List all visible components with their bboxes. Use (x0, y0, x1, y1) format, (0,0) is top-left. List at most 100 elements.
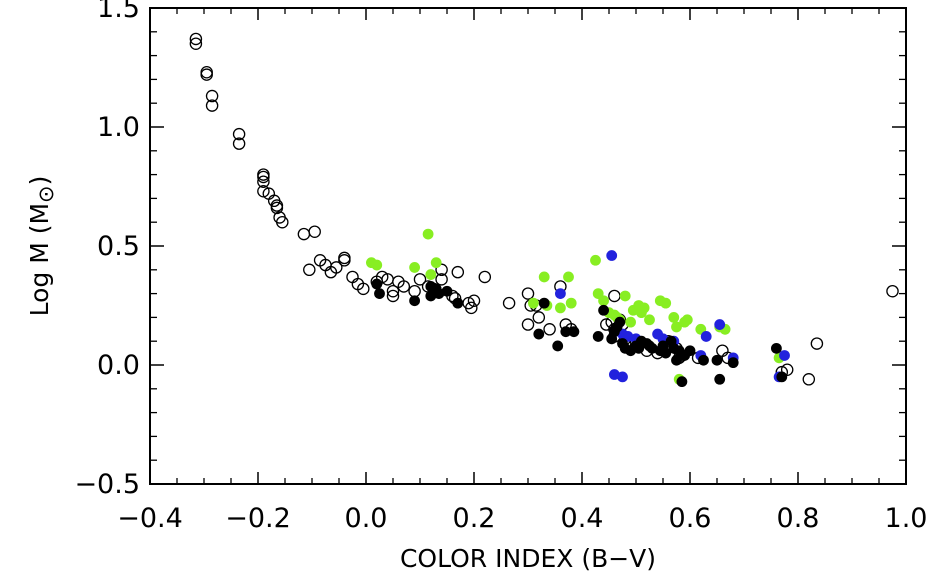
open-circle-point (357, 282, 370, 296)
filled-circle-point (371, 259, 383, 271)
open-circle-point (346, 270, 359, 284)
open-circle-point (303, 263, 316, 277)
filled-circle-point (644, 314, 655, 326)
open-circle-point (886, 284, 899, 298)
filled-circle-point (700, 331, 712, 342)
filled-circle-point (660, 347, 672, 359)
open-circle-point (435, 273, 448, 286)
filled-circle-point (563, 271, 574, 283)
series-0 (189, 32, 899, 386)
filled-circle-point (590, 254, 601, 266)
filled-circle-point (714, 373, 726, 385)
open-circle-point (205, 99, 219, 112)
filled-circle-point (711, 354, 723, 366)
plot-frame (149, 7, 907, 485)
open-circle-point (200, 66, 213, 79)
open-circle-point (386, 284, 400, 298)
x-tick-label: 0.2 (453, 503, 496, 534)
x-tick-label: 0.8 (777, 503, 820, 534)
x-axis-title: COLOR INDEX (B−V) (400, 544, 656, 573)
x-tick-label: 1.0 (885, 503, 928, 534)
filled-circle-point (671, 354, 682, 366)
y-tick-label: 1.0 (97, 112, 140, 143)
open-circle-point (802, 373, 816, 386)
filled-circle-point (771, 342, 782, 354)
y-tick-label: 0.5 (97, 231, 140, 262)
filled-circle-point (606, 250, 618, 261)
filled-circle-point (538, 297, 550, 309)
filled-circle-point (409, 295, 420, 307)
filled-circle-point (371, 278, 383, 290)
open-circle-point (232, 137, 246, 150)
open-circle-point (338, 251, 351, 265)
open-circle-point (257, 175, 270, 188)
axis-tick-labels: −0.4 −0.2 0.0 0.2 0.4 0.6 0.8 1.0 −0.5 0.0 0.5 1.0 1… (74, 0, 927, 534)
open-circle-point (257, 185, 270, 198)
filled-circle-point (598, 295, 609, 307)
filled-circle-point (528, 297, 539, 309)
y-tick-label: −0.5 (74, 469, 140, 500)
filled-circle-point (676, 376, 688, 388)
open-circle-point (189, 37, 203, 50)
x-tick-label: −0.4 (117, 503, 183, 534)
filled-circle-point (614, 316, 626, 328)
filled-circle-point (552, 340, 564, 352)
filled-circle-point (714, 319, 726, 330)
filled-circle-point (409, 262, 420, 273)
open-circle-point (257, 170, 270, 184)
open-circle-point (189, 32, 203, 46)
data-points (189, 32, 899, 388)
filled-circle-point (625, 316, 636, 328)
x-tick-label: 0.4 (561, 503, 604, 534)
open-circle-point (408, 284, 421, 298)
filled-circle-point (681, 314, 693, 326)
y-axis-title-sun-symbol: ⊙ (34, 185, 58, 203)
series-3 (371, 278, 788, 388)
open-circle-point (465, 301, 478, 315)
open-circle-point (375, 270, 389, 284)
open-circle-point (297, 227, 311, 241)
open-circle-point (608, 289, 621, 303)
filled-circle-point (609, 369, 620, 380)
filled-circle-point (684, 345, 696, 357)
filled-circle-point (668, 312, 680, 323)
open-circle-point (521, 318, 535, 331)
open-circle-point (338, 254, 351, 267)
open-circle-point (386, 289, 400, 303)
x-tick-label: −0.2 (225, 503, 291, 534)
filled-circle-point (646, 342, 658, 354)
y-axis-title: Log M (M⊙) (25, 176, 58, 317)
y-tick-label: 0.0 (97, 350, 140, 381)
open-circle-point (232, 127, 246, 141)
filled-circle-point (538, 271, 550, 283)
open-circle-point (467, 294, 481, 307)
filled-circle-point (619, 290, 631, 302)
x-tick-label: 0.0 (345, 503, 388, 534)
axis-ticks (149, 7, 907, 485)
filled-circle-point (592, 331, 604, 342)
filled-circle-point (617, 371, 628, 383)
open-circle-point (478, 270, 492, 284)
filled-circle-point (452, 297, 464, 309)
filled-circle-point (441, 285, 453, 297)
open-circle-point (270, 201, 284, 215)
open-circle-point (435, 263, 448, 277)
series-1 (366, 228, 785, 385)
filled-circle-point (565, 297, 577, 309)
open-circle-point (397, 280, 411, 293)
filled-circle-point (779, 350, 790, 361)
filled-circle-point (533, 328, 545, 340)
filled-circle-point (422, 228, 434, 240)
open-circle-point (716, 344, 729, 357)
open-circle-point (413, 273, 427, 286)
y-axis-title-text: Log M (M (25, 203, 54, 316)
filled-circle-point (598, 304, 609, 316)
filled-circle-point (660, 297, 672, 309)
filled-circle-point (568, 326, 580, 338)
open-circle-point (543, 323, 556, 336)
open-circle-point (532, 311, 546, 324)
filled-circle-point (698, 354, 709, 366)
open-circle-point (330, 261, 343, 274)
filled-circle-point (433, 288, 445, 299)
